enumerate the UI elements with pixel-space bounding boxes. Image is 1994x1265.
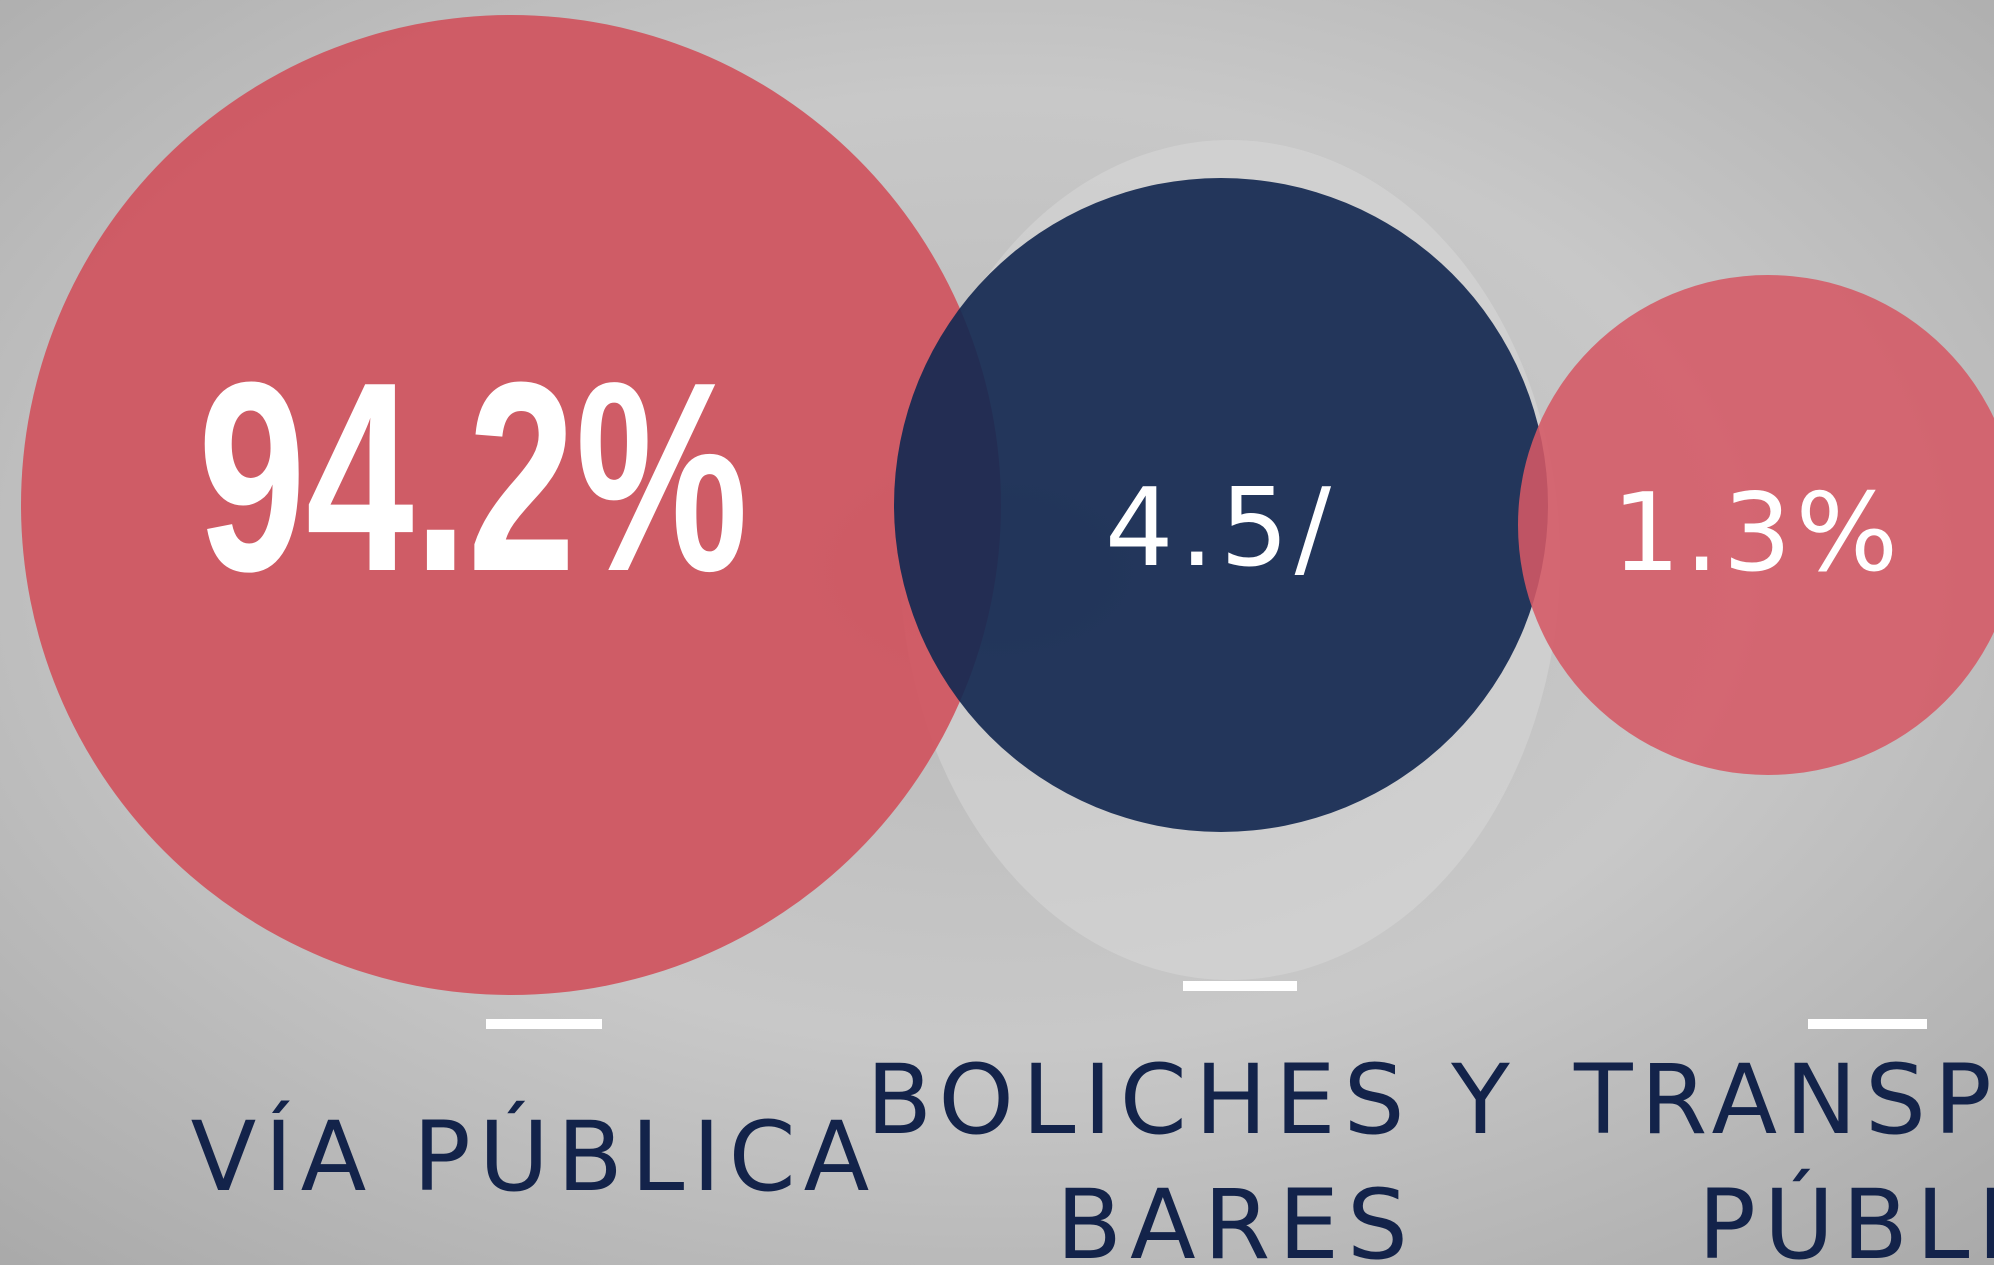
value-text: 1.3% [1612, 471, 1902, 596]
divider [1808, 1019, 1927, 1029]
value-text: 94.2% [198, 327, 748, 628]
value-text: 4.5/ [1105, 466, 1337, 591]
label: PÚBLICO [1698, 1168, 1994, 1265]
label: VÍA PÚBLICA [191, 1100, 878, 1213]
divider [1183, 981, 1297, 991]
bubble [1518, 275, 1994, 775]
label: TRANSPORTE [1573, 1044, 1994, 1156]
bubble [894, 178, 1548, 832]
bubble [21, 15, 1001, 995]
label: BOLICHES Y [866, 1044, 1518, 1156]
divider [486, 1019, 602, 1029]
label: BARES [1056, 1169, 1416, 1265]
